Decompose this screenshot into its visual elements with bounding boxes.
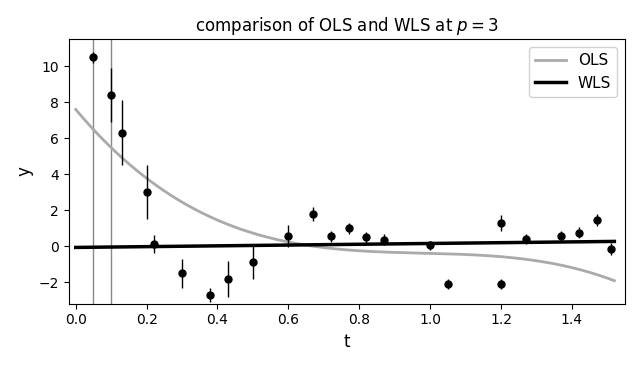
OLS [72,107,79,112]
OLS [285,240,293,244]
OLS [611,279,618,283]
OLS [248,231,255,235]
WLS [411,242,419,246]
Line: WLS: WLS [76,242,614,247]
WLS [463,241,471,245]
Line: OLS: OLS [76,109,614,281]
X-axis label: t: t [344,333,350,351]
Legend: OLS, WLS: OLS, WLS [529,47,618,97]
WLS [137,244,145,249]
Title: comparison of OLS and WLS at $p = 3$: comparison of OLS and WLS at $p = 3$ [195,15,499,37]
OLS [137,171,145,176]
WLS [461,241,468,245]
WLS [611,239,618,244]
OLS [411,251,419,255]
OLS [463,253,471,257]
Y-axis label: y: y [15,167,33,176]
WLS [285,243,293,247]
WLS [72,245,79,250]
OLS [461,252,468,257]
WLS [248,243,255,248]
